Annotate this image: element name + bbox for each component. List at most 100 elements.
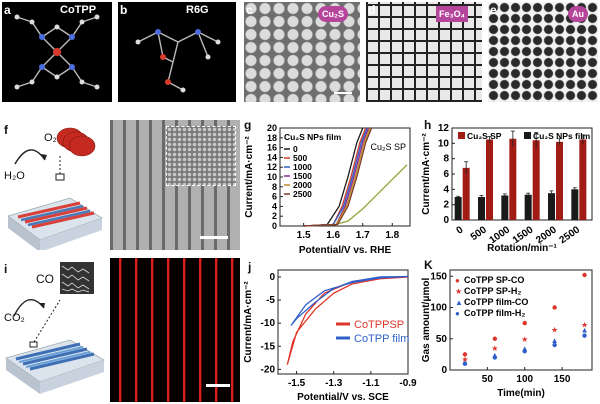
series-line-2500: [303, 127, 373, 227]
data-point-CoTPP SP-CO: [462, 352, 468, 357]
label-oxygen: O₂: [44, 132, 57, 144]
y-tick-label: -5: [266, 295, 275, 306]
badge-au: Au: [568, 6, 588, 22]
molecule-image-r6g: [118, 2, 236, 102]
bar-Cu₂S SP: [509, 138, 517, 220]
plot-frame: [449, 269, 593, 371]
panel-label-g: g: [244, 118, 252, 132]
legend-marker: ★: [455, 287, 462, 296]
y-tick-label: 0: [272, 221, 277, 231]
data-point-CoTPP film-H₂: [522, 349, 527, 354]
x-axis-title: Potential/V vs. RHE: [299, 245, 392, 256]
data-point-CoTPP SP-H₂: ★: [491, 344, 498, 353]
badge-cu2s: Cu₂S: [318, 6, 348, 22]
data-point-CoTPP film-CO: ▲: [581, 325, 589, 334]
x-axis-title: Potential/V vs. SCE: [297, 392, 389, 403]
label-co2: CO₂: [4, 312, 25, 324]
legend-entry: CoTPP film: [354, 333, 409, 345]
y-tick-label: 6: [272, 192, 277, 202]
series-line-CoTPP film: [290, 275, 409, 326]
y-tick-label: 10: [267, 172, 277, 182]
legend-entry: CoTPP SP-H₂: [464, 286, 521, 296]
bar-Cu₂S NPs film: [501, 195, 509, 220]
bar-Cu₂S NPs film: [478, 197, 485, 220]
bar-Cu₂S NPs film: [524, 194, 532, 220]
scale-bar: [334, 92, 352, 94]
x-axis-title: Time(min): [497, 388, 545, 399]
data-point-CoTPP SP-H₂: ★: [521, 335, 528, 344]
chart-j: -1.5 -1.3 -1.1 -0.9 0 -5 -10 -15 -20 CoTPPSP CoTPP…: [243, 269, 417, 403]
y-tick-label: 16: [267, 143, 277, 153]
panel-label-d: d: [368, 3, 376, 17]
legend-entry: 1000: [293, 162, 312, 172]
y-tick-label: 2: [443, 200, 449, 211]
legend-swatch: [524, 132, 531, 139]
panel-label-e: e: [490, 3, 497, 17]
annotation: Cu₂S SP: [370, 142, 406, 152]
cotpp-structure: [14, 14, 100, 90]
x-tick-label: 1.7: [356, 230, 370, 241]
legend-marker: ●: [455, 276, 460, 285]
y-tick-label: 8: [443, 154, 449, 165]
data-point-CoTPP film-CO: ▲: [521, 344, 529, 353]
panel-label-h: h: [424, 118, 432, 132]
x-tick-label: -1.3: [325, 378, 343, 389]
data-point-CoTPP SP-CO: [492, 336, 498, 341]
x-tick-label: 100: [516, 374, 533, 385]
panel-label-a: a: [4, 3, 11, 17]
legend-entry: 2500: [293, 189, 312, 199]
y-axis-title: Gas amount/μmol: [421, 278, 432, 363]
y-tick-label: 2: [272, 211, 277, 221]
y-tick-label: 6: [443, 169, 449, 180]
data-point-CoTPP SP-CO: [522, 320, 527, 326]
legend-entry: CoTPP film-H₂: [464, 308, 525, 318]
legend-entry: CoTPP film-CO: [464, 297, 528, 307]
data-point-CoTPP SP-CO: [552, 305, 557, 310]
molecule-image-cotpp: [2, 2, 112, 102]
y-tick-label: 14: [267, 152, 277, 162]
legend-entry: CoTPPSP: [354, 319, 404, 331]
data-point-CoTPP film-CO: ▲: [551, 336, 559, 345]
data-point-CoTPP SP-H₂: ★: [551, 325, 558, 334]
legend-entry: CoTPP SP-CO: [464, 275, 524, 285]
legend-marker: ●: [455, 309, 460, 318]
label-co: CO: [36, 272, 54, 286]
y-axis-title: Current/mA·cm⁻²: [244, 136, 255, 218]
plot-frame: [277, 269, 409, 375]
y-tick-label: 100: [430, 303, 447, 314]
data-point-CoTPP film-H₂: [552, 342, 557, 348]
y-tick-label: -15: [261, 341, 276, 352]
legend-title: Cu₂S NPs film: [284, 132, 342, 142]
bar-Cu₂S SP: [579, 139, 587, 220]
x-tick-label: 50: [482, 374, 494, 385]
y-tick-label: -10: [261, 318, 276, 329]
sem-image-f: [110, 120, 240, 250]
y-tick-label: 0: [269, 272, 275, 283]
molecule-label-r6g: R6G: [186, 4, 209, 16]
x-tick-label: 1.8: [385, 230, 399, 241]
legend-entry: Cu₂S SP: [467, 131, 502, 141]
data-point-CoTPP SP-H₂: ★: [581, 320, 588, 329]
molecule-label-cotpp: CoTPP: [60, 4, 97, 16]
y-tick-label: 20: [267, 123, 277, 133]
legend-entry: 2000: [293, 180, 312, 190]
y-tick-label: 18: [267, 133, 277, 143]
y-tick-label: 0: [443, 215, 449, 226]
legend-entry: 1500: [293, 171, 312, 181]
x-tick-label: 1.6: [326, 230, 340, 241]
bar-Cu₂S NPs film: [571, 189, 579, 220]
data-point-CoTPP film-H₂: [492, 355, 498, 360]
bar-Cu₂S NPs film: [548, 193, 555, 220]
bar-Cu₂S SP: [532, 140, 540, 220]
x-axis-title: Rotation/min⁻¹: [487, 243, 557, 254]
y-axis-title: Current/mA·cm⁻²: [243, 281, 254, 363]
x-tick-label: 0: [455, 224, 466, 236]
data-point-CoTPP film-H₂: [462, 361, 468, 366]
legend-swatch: [458, 132, 465, 139]
y-tick-label: 0: [441, 365, 447, 376]
x-tick-label: 1.5: [297, 230, 311, 241]
bar-Cu₂S SP: [556, 141, 563, 220]
data-point-CoTPP SP-CO: [582, 272, 587, 278]
